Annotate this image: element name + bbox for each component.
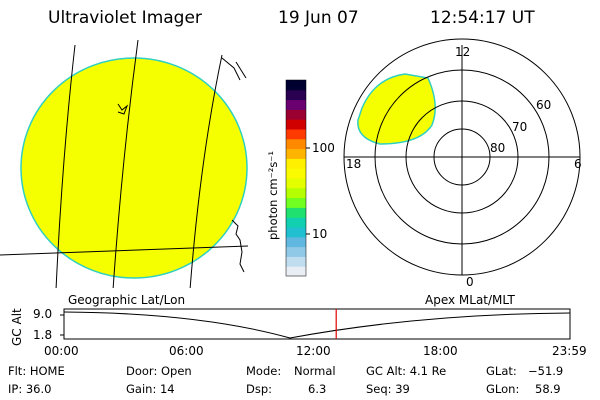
geographic-image [0, 40, 249, 288]
meridian-line [189, 54, 223, 288]
colorbar-segment [286, 266, 306, 277]
seq-status: Seq: 39 [366, 382, 410, 396]
mlat-label-70: 70 [512, 120, 528, 134]
mode-value: Normal [294, 364, 336, 378]
coastline [221, 57, 247, 81]
coastline [231, 219, 245, 273]
glat-value: −51.9 [528, 364, 564, 378]
colorbar-segment [286, 158, 306, 169]
colorbar-segment [286, 236, 306, 248]
mlt-label-6: 6 [574, 157, 582, 171]
colorbar-segment [286, 217, 306, 228]
colorbar-unit-label: photon cm⁻²s⁻¹ [266, 151, 280, 240]
flight-status: Flt: HOME [8, 364, 65, 378]
timeline-y-label: 1.8 [33, 328, 53, 342]
colorbar-tick-label: 10 [312, 227, 328, 241]
right-panel-caption: Apex MLat/MLT [425, 293, 515, 307]
coastline [117, 103, 129, 115]
timeline-axis-label: GC Alt [10, 308, 24, 346]
glat-label: GLat: [486, 364, 517, 378]
timeline-x-label: 18:00 [423, 344, 458, 358]
colorbar-segment [286, 99, 306, 110]
glon-value: 58.9 [535, 382, 561, 396]
colorbar-segment [286, 119, 306, 130]
colorbar-tick-label: 100 [312, 141, 335, 155]
colorbar-segment [286, 168, 306, 179]
earth-disk [20, 57, 248, 279]
app-title: Ultraviolet Imager [48, 8, 202, 28]
header-time: 12:54:17 UT [430, 8, 535, 28]
colorbar-segment [286, 246, 306, 257]
ip-status: IP: 36.0 [8, 382, 52, 396]
timeline-x-label: 23:59 [552, 344, 587, 358]
timeline-x-label: 12:00 [296, 344, 331, 358]
gc-alt-timeline [60, 308, 571, 340]
meridian-line [112, 40, 139, 288]
colorbar-segment [286, 207, 306, 218]
door-status: Door: Open [126, 364, 192, 378]
meridian-line [55, 44, 76, 288]
timeline-y-label: 9.0 [33, 307, 53, 321]
colorbar-segment [286, 80, 306, 91]
colorbar-segment [286, 256, 306, 267]
colorbar-segment [286, 109, 306, 120]
auroral-emission [357, 73, 436, 145]
dsp-value: 6.3 [308, 382, 327, 396]
altitude-curve [63, 311, 571, 339]
colorbar-segment [286, 138, 306, 150]
mlat-label-80: 80 [490, 141, 506, 155]
mlat-label-60: 60 [536, 98, 552, 112]
mlt-label-12: 12 [455, 45, 471, 59]
colorbar [285, 79, 307, 277]
mlt-label-0: 0 [466, 275, 474, 289]
mlt-label-18: 18 [346, 157, 362, 171]
colorbar-segment [286, 129, 306, 140]
polar-plot [343, 38, 581, 276]
colorbar-segment [286, 227, 306, 238]
timeline-x-label: 06:00 [169, 344, 204, 358]
left-panel-caption: Geographic Lat/Lon [68, 293, 186, 307]
dsp-label: Dsp: [246, 382, 273, 396]
mode-label: Mode: [246, 364, 282, 378]
latitude-line [0, 245, 249, 256]
gain-status: Gain: 14 [126, 382, 175, 396]
gc-alt-status: GC Alt: 4.1 Re [366, 364, 447, 378]
colorbar-segment [286, 187, 306, 199]
colorbar-segment [286, 148, 306, 159]
header-date: 19 Jun 07 [278, 8, 359, 28]
glon-label: GLon: [486, 382, 520, 396]
colorbar-segment [286, 89, 306, 101]
timeline-x-label: 00:00 [44, 344, 79, 358]
colorbar-segment [286, 197, 306, 208]
timeline-frame [63, 308, 571, 340]
colorbar-segment [286, 178, 306, 189]
